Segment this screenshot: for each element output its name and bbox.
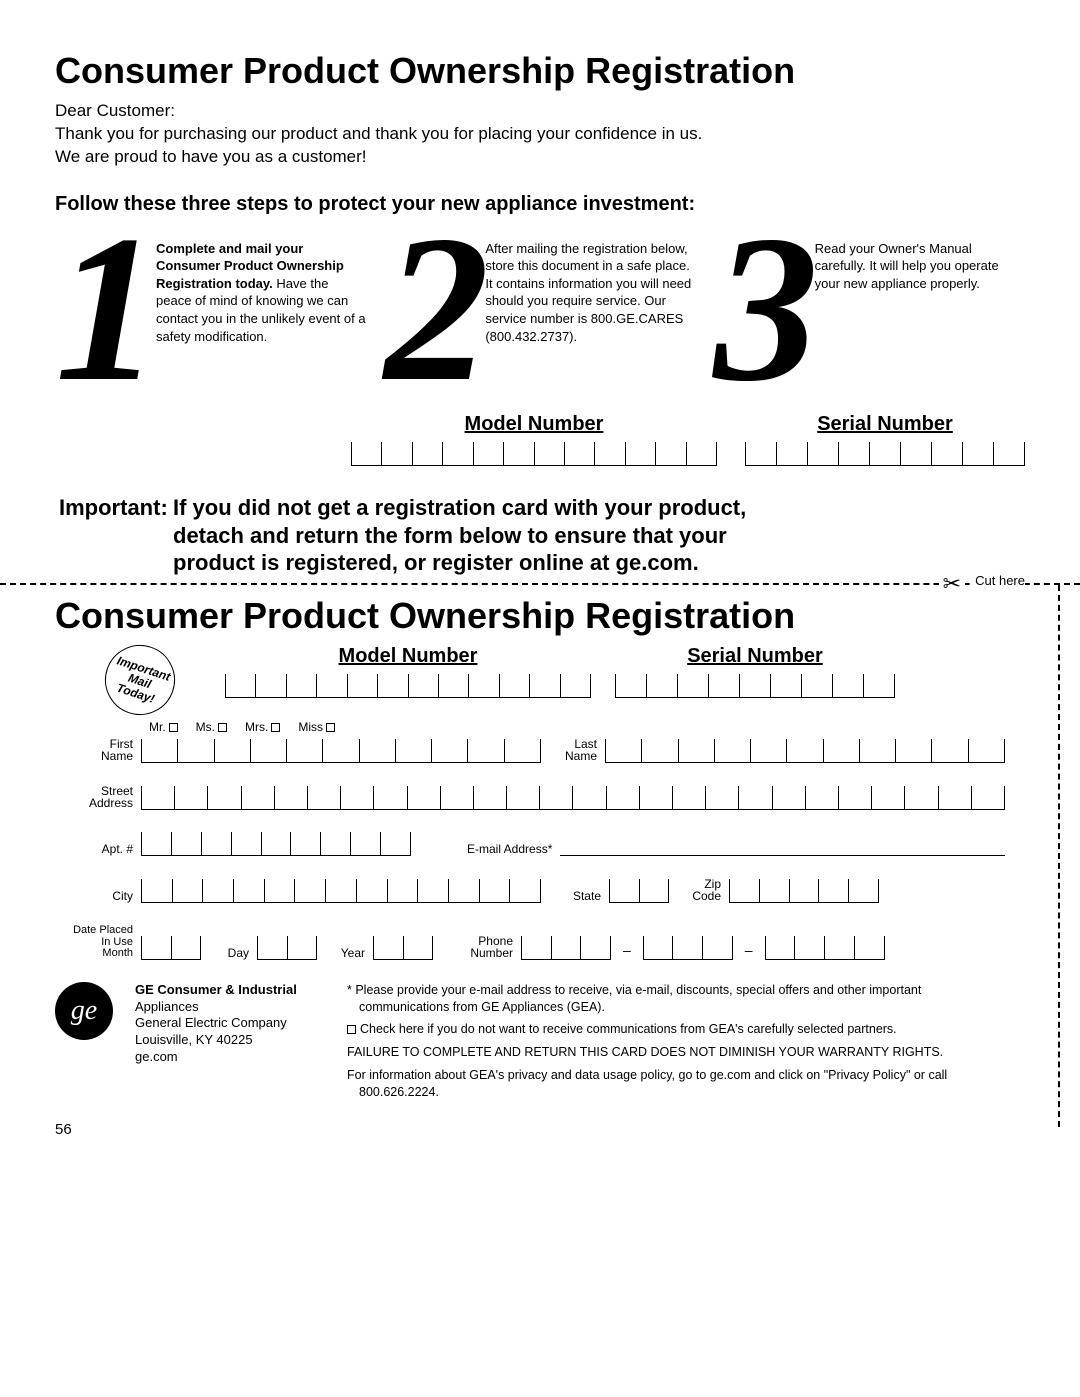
ge-logo-icon: ge	[55, 982, 113, 1040]
day-label: Day	[209, 947, 249, 960]
city-input[interactable]	[141, 879, 541, 903]
phone2-input[interactable]	[643, 936, 733, 960]
step-number-3: 3	[714, 234, 809, 385]
serial-number-boxes[interactable]	[745, 442, 1025, 466]
model-number-label: Model Number	[351, 413, 717, 436]
footer-notes: * Please provide your e-mail address to …	[347, 982, 1005, 1107]
right-cut-line	[1058, 585, 1060, 1127]
zip-label: ZipCode	[677, 878, 721, 903]
page-number: 56	[55, 1121, 1025, 1138]
city-label: City	[55, 890, 133, 903]
year-input[interactable]	[373, 936, 433, 960]
step-3: 3 Read your Owner's Manual carefully. It…	[714, 234, 1025, 385]
step-2: 2 After mailing the registration below, …	[384, 234, 695, 385]
mail-today-stamp: Important Mail Today!	[96, 635, 184, 723]
last-name-label: LastName	[549, 738, 597, 763]
date-label: Date PlacedIn UseMonth	[55, 925, 133, 960]
title-checkboxes[interactable]: Mr. Ms. Mrs. Miss	[149, 720, 1005, 734]
step-1: 1 Complete and mail your Consumer Produc…	[55, 234, 366, 385]
form-model-boxes[interactable]	[225, 674, 591, 698]
zip-input[interactable]	[729, 879, 879, 903]
phone-label: PhoneNumber	[441, 935, 513, 960]
footer: ge GE Consumer & Industrial Appliances G…	[55, 982, 1005, 1107]
model-number-boxes[interactable]	[351, 442, 717, 466]
first-name-input[interactable]	[141, 739, 541, 763]
form-title: Consumer Product Ownership Registration	[55, 595, 1025, 637]
page-title: Consumer Product Ownership Registration	[55, 50, 1025, 92]
step-number-1: 1	[55, 234, 150, 385]
subheading: Follow these three steps to protect your…	[55, 193, 1025, 216]
miss-checkbox[interactable]	[326, 723, 335, 732]
apt-input[interactable]	[141, 832, 411, 856]
optout-checkbox[interactable]	[347, 1025, 356, 1034]
company-info: GE Consumer & Industrial Appliances Gene…	[135, 982, 325, 1107]
mrs-checkbox[interactable]	[271, 723, 280, 732]
state-label: State	[549, 890, 601, 903]
model-serial-top: Model Number Serial Number	[55, 413, 1025, 466]
email-label: E-mail Address*	[467, 843, 552, 856]
serial-number-label: Serial Number	[745, 413, 1025, 436]
first-name-label: FirstName	[55, 738, 133, 763]
phone3-input[interactable]	[765, 936, 885, 960]
cut-line: ✂ Cut here	[0, 583, 1080, 585]
form-model-serial: Model Number Serial Number	[225, 645, 1005, 698]
last-name-input[interactable]	[605, 739, 1005, 763]
form-serial-boxes[interactable]	[615, 674, 895, 698]
scissors-icon: ✂	[939, 571, 965, 597]
email-input[interactable]	[560, 836, 1005, 856]
street-label: StreetAddress	[55, 785, 133, 810]
intro-text: Dear Customer: Thank you for purchasing …	[55, 100, 1025, 169]
year-label: Year	[325, 947, 365, 960]
step-number-2: 2	[384, 234, 479, 385]
important-notice: Important:If you did not get a registrat…	[55, 494, 1025, 577]
state-input[interactable]	[609, 879, 669, 903]
month-input[interactable]	[141, 936, 201, 960]
phone1-input[interactable]	[521, 936, 611, 960]
mr-checkbox[interactable]	[169, 723, 178, 732]
steps-row: 1 Complete and mail your Consumer Produc…	[55, 234, 1025, 385]
day-input[interactable]	[257, 936, 317, 960]
apt-label: Apt. #	[55, 843, 133, 856]
street-input[interactable]	[141, 786, 1005, 810]
ms-checkbox[interactable]	[218, 723, 227, 732]
